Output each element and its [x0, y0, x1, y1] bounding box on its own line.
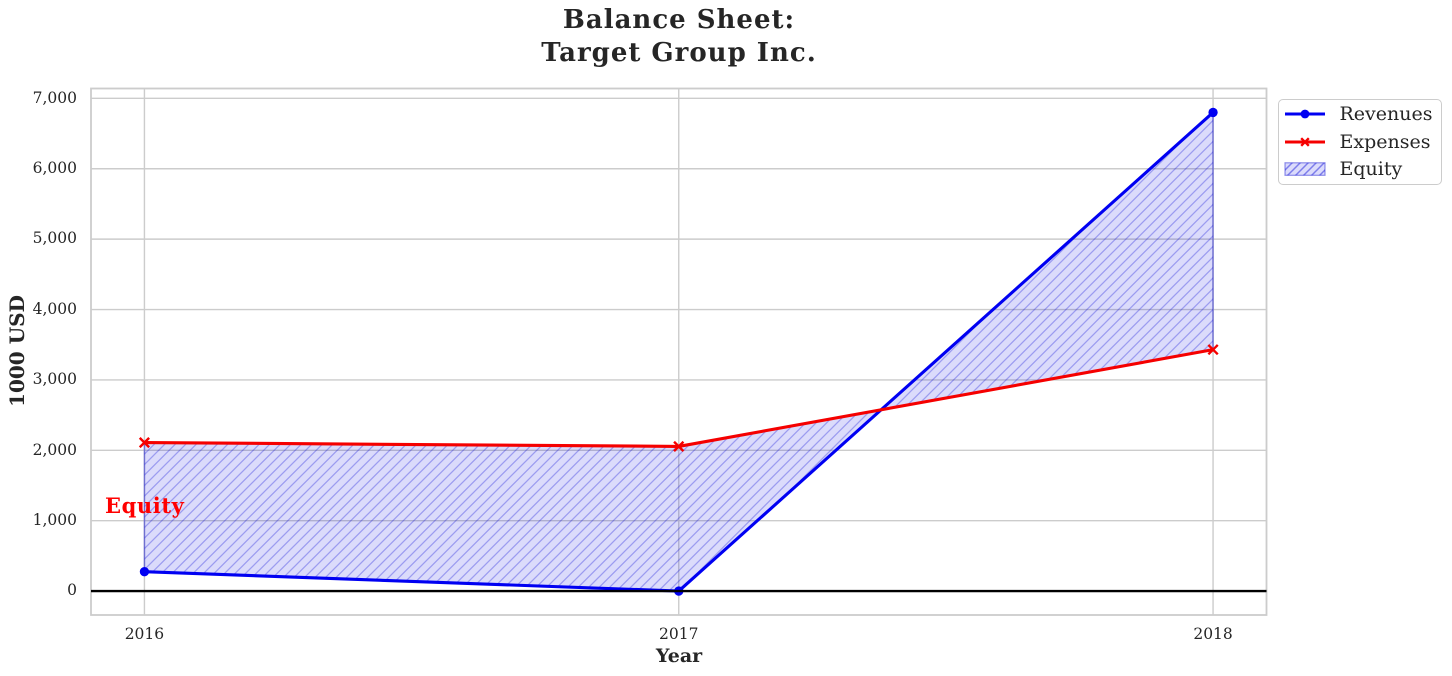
y-tick-label: 2,000 — [32, 440, 77, 459]
y-tick-label: 0 — [67, 581, 77, 600]
chart-title: Balance Sheet: Target Group Inc. — [91, 4, 1267, 70]
revenues-line-key-icon — [1285, 109, 1325, 119]
equity-key-hatch — [1284, 162, 1326, 177]
legend-label-equity: Equity — [1339, 158, 1403, 181]
legend-row-expenses: Expenses — [1284, 128, 1441, 156]
x-tick-label: 2016 — [124, 625, 165, 643]
legend: Revenues Expenses Equity — [1278, 99, 1442, 185]
chart-title-line2: Target Group Inc. — [541, 37, 817, 68]
y-tick-label: 3,000 — [32, 370, 77, 389]
revenues-marker — [139, 567, 150, 577]
y-tick-label: 1,000 — [32, 510, 77, 529]
chart-title-line1: Balance Sheet: — [562, 4, 796, 35]
revenues-marker — [1208, 107, 1218, 118]
y-tick-label: 4,000 — [32, 299, 77, 318]
expenses-key-marker — [1300, 136, 1310, 147]
equity-patch-key-icon — [1284, 162, 1326, 177]
legend-label-revenues: Revenues — [1339, 102, 1433, 125]
x-tick-label: 2018 — [1193, 625, 1233, 643]
expenses-marker — [673, 440, 685, 452]
revenues-key-marker — [1300, 109, 1310, 119]
legend-row-equity: Equity — [1284, 155, 1441, 183]
x-axis-label: Year — [655, 645, 703, 667]
x-tick-label: 2017 — [659, 625, 699, 643]
y-tick-label: 6,000 — [32, 159, 77, 178]
y-tick-label: 7,000 — [32, 88, 77, 107]
axes-spines — [90, 87, 1268, 616]
expenses-line-key-icon — [1285, 136, 1325, 147]
legend-label-expenses: Expenses — [1339, 130, 1431, 153]
legend-row-revenues: Revenues — [1284, 100, 1441, 128]
expenses-marker — [138, 437, 150, 449]
y-tick-label: 5,000 — [32, 229, 77, 248]
equity-annotation: Equity — [105, 493, 185, 518]
expenses-marker — [1207, 344, 1219, 356]
